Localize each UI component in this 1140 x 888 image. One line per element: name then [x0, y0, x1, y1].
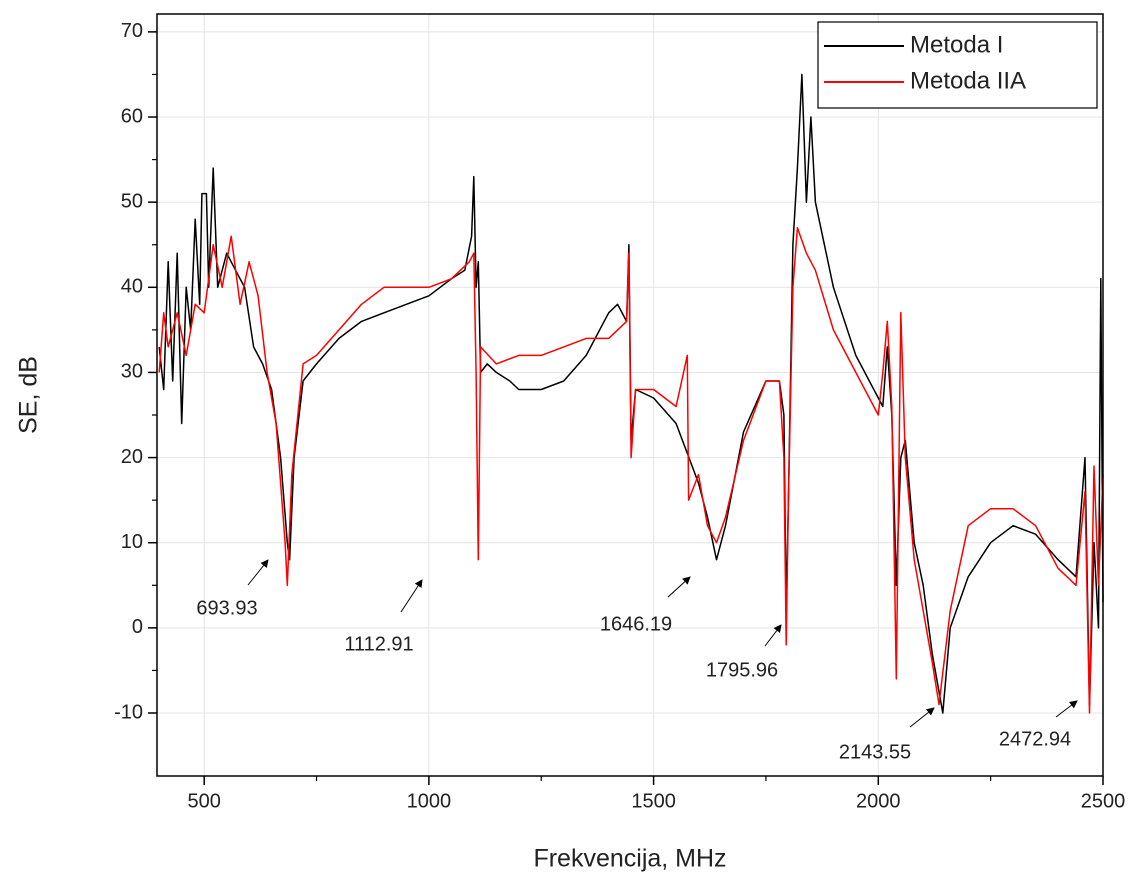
y-tick-label: 0 — [132, 616, 143, 638]
y-tick-label: 60 — [121, 105, 143, 127]
legend-label: Metoda I — [910, 31, 1003, 58]
y-tick-label: -10 — [114, 701, 143, 723]
x-axis-label: Frekvencija, MHz — [533, 845, 726, 873]
annotation: 2472.94 — [999, 728, 1071, 750]
x-tick-label: 2000 — [856, 790, 901, 812]
y-axis-label: SE, dB — [15, 356, 43, 434]
y-tick-label: 20 — [121, 446, 143, 468]
x-tick-label: 1500 — [631, 790, 676, 812]
y-tick-label: 70 — [121, 20, 143, 42]
series-line — [158, 226, 1104, 714]
annotation-arrow — [400, 579, 423, 613]
y-tick-label: 40 — [121, 276, 143, 298]
y-tick-label: 30 — [121, 361, 143, 383]
plot-frame — [156, 13, 1104, 777]
series-line — [158, 73, 1104, 714]
annotation-arrow — [764, 624, 782, 647]
annotation: 2143.55 — [839, 741, 911, 763]
annotation: 1646.19 — [600, 613, 672, 635]
legend-box — [817, 21, 1098, 109]
annotation-arrow — [247, 559, 269, 586]
y-tick-label: 10 — [121, 531, 143, 553]
x-tick-label: 2500 — [1081, 790, 1126, 812]
y-tick-label: 50 — [121, 190, 143, 212]
x-tick-label: 1000 — [407, 790, 452, 812]
annotation: 1795.96 — [706, 659, 778, 681]
annotation: 693.93 — [196, 597, 257, 619]
legend-label: Metoda IIA — [910, 67, 1026, 94]
annotation-arrow — [909, 707, 935, 728]
annotation: 1112.91 — [344, 633, 413, 655]
annotation-arrow — [667, 576, 691, 598]
annotation-arrow — [1055, 700, 1078, 718]
x-tick-label: 500 — [188, 790, 221, 812]
